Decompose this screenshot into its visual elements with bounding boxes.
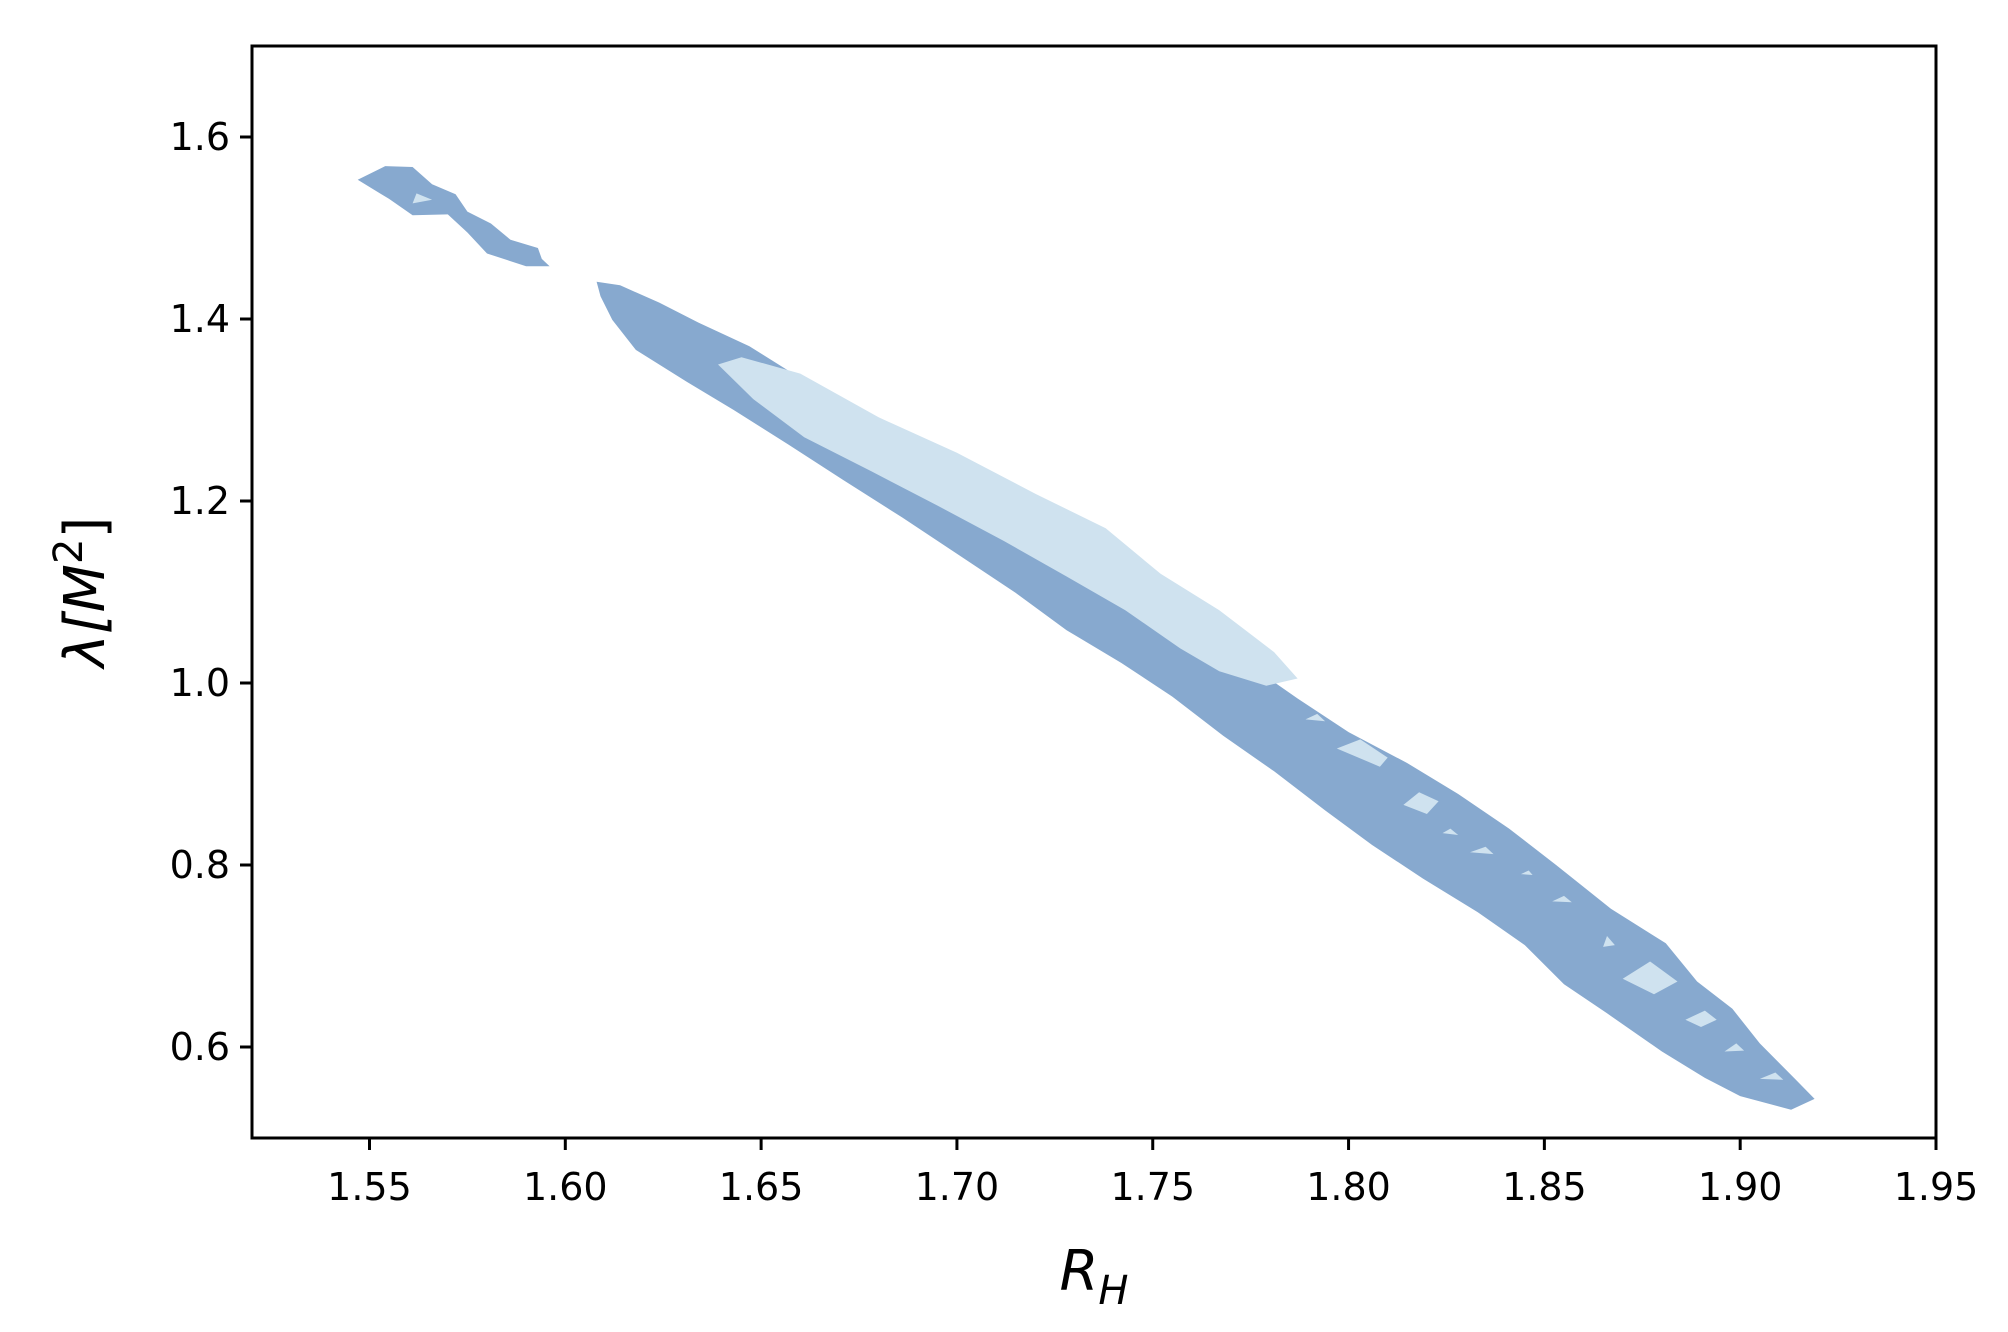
contour-region-inner-5 — [1336, 739, 1388, 767]
y-axis-label-main: λ[M — [53, 564, 118, 670]
y-tick-label: 0.6 — [170, 1025, 230, 1069]
contour-region-inner-12 — [1622, 961, 1678, 995]
contour-region-inner-7 — [1442, 828, 1459, 835]
y-tick-label: 1.0 — [170, 661, 230, 705]
x-tick-label: 1.75 — [1110, 1165, 1195, 1209]
x-tick-label: 1.60 — [523, 1165, 608, 1209]
contour-region-inner-2 — [412, 193, 433, 204]
contour-region-inner-14 — [1724, 1043, 1745, 1052]
x-tick-label: 1.90 — [1698, 1165, 1783, 1209]
x-tick-label: 1.85 — [1502, 1165, 1587, 1209]
x-axis: 1.55 1.60 1.65 1.70 1.75 1.80 1.85 1.90 1.95 — [327, 1138, 1978, 1209]
contour-region-outer-1 — [596, 281, 1815, 1110]
contour-region-inner-3 — [718, 357, 1298, 686]
y-tick-label: 1.2 — [170, 479, 230, 523]
x-axis-label: RH — [1060, 1239, 1129, 1314]
y-axis-label: λ[M2] — [46, 517, 118, 671]
plot-frame — [250, 44, 1938, 1140]
contour-region-outer-0 — [357, 166, 550, 267]
contour-region-inner-11 — [1603, 936, 1615, 947]
x-axis-label-main: R — [1060, 1239, 1099, 1304]
y-axis: 0.6 0.8 1.0 1.2 1.4 1.6 — [170, 115, 252, 1069]
y-axis-label-superscript: 2 — [46, 539, 92, 564]
contour-regions — [357, 166, 1815, 1110]
contour-region-inner-4 — [1305, 713, 1326, 722]
x-tick-label: 1.95 — [1894, 1165, 1979, 1209]
contour-region-inner-15 — [1759, 1072, 1784, 1080]
contour-region-inner-9 — [1520, 870, 1533, 875]
y-axis-label-close: ] — [53, 517, 118, 539]
contour-region-inner-10 — [1552, 895, 1572, 903]
contour-region-inner-13 — [1685, 1010, 1717, 1027]
x-tick-label: 1.80 — [1306, 1165, 1391, 1209]
y-tick-label: 1.6 — [170, 115, 230, 159]
x-tick-label: 1.55 — [327, 1165, 412, 1209]
contour-region-inner-6 — [1403, 792, 1439, 814]
x-axis-label-subscript: H — [1098, 1268, 1128, 1314]
y-tick-label: 1.4 — [170, 297, 230, 341]
x-tick-label: 1.70 — [915, 1165, 1000, 1209]
contour-region-inner-8 — [1470, 846, 1494, 855]
x-tick-label: 1.65 — [719, 1165, 804, 1209]
y-tick-label: 0.8 — [170, 843, 230, 887]
